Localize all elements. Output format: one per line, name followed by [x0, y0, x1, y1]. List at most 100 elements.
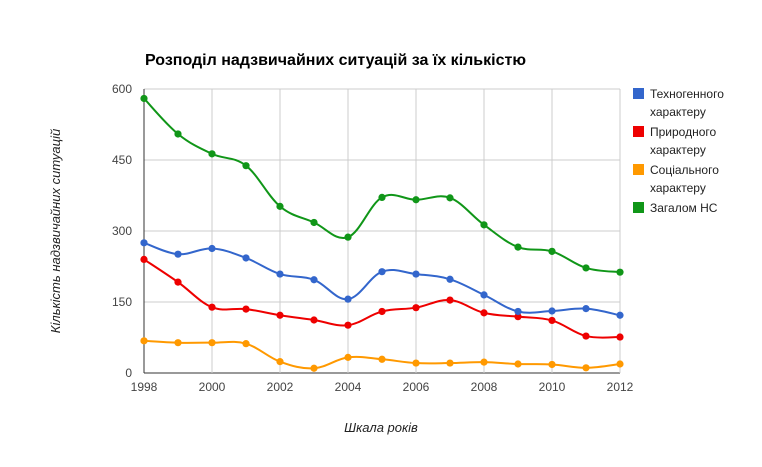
data-point: [446, 296, 454, 304]
data-point: [140, 239, 148, 247]
series-line: [143, 97, 621, 274]
y-tick-label: 300: [112, 224, 132, 238]
x-tick-label: 2006: [403, 380, 430, 394]
data-point: [378, 307, 386, 316]
data-point: [208, 339, 216, 347]
x-axis-title: Шкала років: [344, 420, 418, 435]
data-point: [514, 307, 522, 316]
series-0: [140, 239, 624, 319]
series-lines: [140, 94, 624, 372]
data-point: [616, 360, 624, 368]
legend-item-3: Загалом НС: [633, 201, 718, 215]
data-point: [480, 291, 488, 299]
data-point: [140, 94, 148, 103]
x-tick-label: 1998: [131, 380, 158, 394]
data-point: [174, 130, 182, 138]
y-tick-label: 450: [112, 153, 132, 167]
data-point: [548, 247, 556, 255]
data-point: [446, 359, 454, 367]
data-point: [582, 305, 590, 313]
y-tick-label: 150: [112, 295, 132, 309]
legend-swatch: [633, 202, 644, 213]
data-point: [514, 313, 522, 321]
legend-label: характеру: [650, 105, 706, 119]
legend-label: Природного: [650, 125, 717, 139]
legend-item-1: Природного характеру: [633, 125, 717, 157]
legend: Техногенного характеру Природного характеру…: [633, 87, 724, 215]
legend-swatch: [633, 164, 644, 175]
data-point: [412, 270, 420, 278]
data-point: [446, 194, 454, 202]
legend-label: Соціального: [650, 163, 719, 177]
data-point: [480, 358, 488, 366]
data-point: [412, 304, 420, 312]
y-axis-title: Кількість надзвичайних ситуацій: [48, 129, 63, 333]
data-point: [310, 316, 318, 324]
legend-label: характеру: [650, 143, 706, 157]
x-tick-label: 2000: [199, 380, 226, 394]
legend-label: характеру: [650, 181, 706, 195]
data-point: [310, 218, 318, 227]
data-point: [616, 311, 624, 319]
data-point: [616, 268, 624, 276]
data-point: [514, 360, 522, 368]
x-tick-label: 2008: [471, 380, 498, 394]
data-point: [276, 202, 284, 210]
legend-swatch: [633, 126, 644, 137]
y-tick-label: 0: [125, 366, 132, 380]
data-point: [412, 196, 420, 204]
data-point: [582, 332, 590, 340]
data-point: [446, 275, 454, 283]
data-point: [344, 233, 352, 241]
data-point: [378, 355, 386, 363]
data-point: [548, 360, 556, 369]
data-point: [378, 268, 386, 276]
data-point: [208, 303, 216, 311]
data-point: [344, 353, 352, 361]
data-point: [242, 340, 250, 348]
data-point: [242, 162, 250, 170]
y-tick-label: 600: [112, 82, 132, 96]
data-point: [582, 264, 590, 272]
data-point: [208, 244, 216, 253]
data-point: [174, 278, 182, 286]
data-point: [310, 364, 318, 372]
chart-title: Розподіл надзвичайних ситуацій за їх кіл…: [145, 52, 526, 69]
data-point: [242, 254, 250, 262]
x-tick-label: 2004: [335, 380, 362, 394]
legend-item-0: Техногенного характеру: [633, 87, 724, 119]
data-point: [276, 358, 284, 366]
data-point: [548, 307, 556, 315]
axes: 0 150 300 450 600 1998 2000 2002 2004 2006 2008 201…: [112, 82, 634, 394]
legend-swatch: [633, 88, 644, 99]
series-2: [140, 337, 624, 372]
legend-label: Техногенного: [650, 87, 724, 101]
data-point: [344, 321, 352, 329]
x-tick-label: 2002: [267, 380, 294, 394]
legend-item-2: Соціального характеру: [633, 163, 719, 195]
gridlines: [143, 88, 621, 374]
series-3: [140, 94, 624, 276]
series-1: [140, 255, 624, 341]
data-point: [208, 150, 216, 158]
data-point: [174, 250, 182, 258]
data-point: [412, 359, 420, 367]
data-point: [276, 270, 284, 278]
data-point: [480, 309, 488, 317]
x-tick-label: 2010: [539, 380, 566, 394]
data-point: [140, 255, 148, 263]
data-point: [344, 295, 352, 303]
data-point: [582, 364, 590, 372]
data-point: [616, 333, 624, 341]
data-point: [174, 339, 182, 347]
data-point: [480, 221, 488, 229]
x-tick-label: 2012: [607, 380, 634, 394]
legend-label: Загалом НС: [650, 201, 718, 215]
data-point: [242, 305, 250, 313]
data-point: [276, 311, 284, 319]
data-point: [378, 193, 386, 201]
data-point: [310, 276, 318, 284]
data-point: [548, 316, 556, 325]
